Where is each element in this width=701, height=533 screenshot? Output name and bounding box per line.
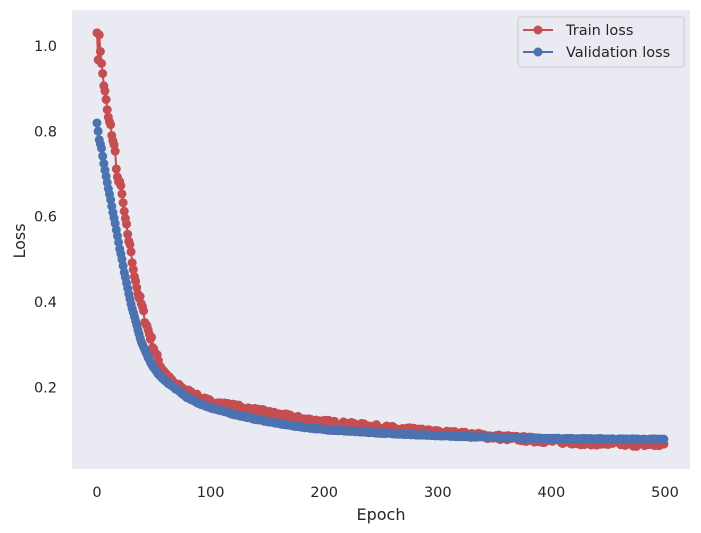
- y-tick-label: 0.2: [34, 380, 57, 396]
- series-layer: [92, 28, 669, 451]
- train-loss-point: [102, 105, 112, 115]
- train-loss-point: [100, 86, 110, 96]
- train-loss-point: [106, 120, 116, 130]
- train-loss-point: [139, 306, 149, 316]
- x-tick-label: 500: [651, 485, 679, 501]
- train-loss-point: [98, 69, 108, 79]
- y-tick-label: 1.0: [34, 39, 57, 55]
- train-loss-point: [101, 95, 111, 105]
- train-loss-point: [94, 30, 104, 40]
- validation-loss-point: [98, 151, 108, 161]
- validation-loss-point: [93, 126, 103, 136]
- train-loss-point: [97, 58, 107, 68]
- legend-label-train: Train loss: [565, 23, 633, 39]
- x-tick-labels: 0 100 200 300 400 500: [92, 485, 678, 501]
- train-loss-point: [126, 247, 136, 257]
- x-tick-label: 0: [92, 485, 101, 501]
- train-loss-point: [111, 164, 121, 174]
- train-loss-point: [125, 239, 135, 249]
- train-loss-point: [95, 46, 105, 56]
- plot-area-background: [72, 10, 690, 469]
- train-loss-point: [119, 206, 129, 216]
- train-loss-point: [123, 229, 133, 239]
- validation-loss-point: [92, 118, 102, 128]
- train-loss-point: [135, 292, 145, 301]
- legend-box: [517, 16, 685, 68]
- x-axis-label: Epoch: [357, 505, 406, 524]
- legend-label-validation: Validation loss: [566, 45, 670, 61]
- train-loss-point: [127, 258, 137, 268]
- y-axis-label: Loss: [10, 223, 29, 258]
- y-tick-labels: 0.2 0.4 0.6 0.8 1.0: [34, 39, 57, 396]
- series-validation-loss: [92, 118, 669, 445]
- train-loss-point: [147, 332, 157, 342]
- legend: Train loss Validation loss: [517, 16, 685, 68]
- validation-loss-point: [659, 434, 669, 444]
- x-tick-label: 300: [424, 485, 452, 501]
- x-tick-label: 400: [538, 485, 566, 501]
- y-tick-label: 0.4: [34, 295, 57, 311]
- train-loss-point: [118, 198, 128, 208]
- y-tick-label: 0.8: [34, 124, 57, 140]
- legend-marker-validation: [533, 47, 543, 57]
- train-loss-point: [117, 189, 127, 199]
- x-tick-label: 200: [310, 485, 338, 501]
- y-tick-label: 0.6: [34, 210, 57, 226]
- validation-loss-point: [118, 261, 128, 271]
- train-loss-point: [110, 146, 120, 156]
- train-loss-point: [122, 219, 132, 229]
- train-loss-point: [116, 181, 126, 191]
- train-loss-point: [128, 265, 138, 275]
- x-tick-label: 100: [197, 485, 225, 501]
- legend-marker-train: [533, 25, 543, 35]
- validation-loss-point: [97, 143, 107, 153]
- validation-loss-point: [114, 237, 124, 247]
